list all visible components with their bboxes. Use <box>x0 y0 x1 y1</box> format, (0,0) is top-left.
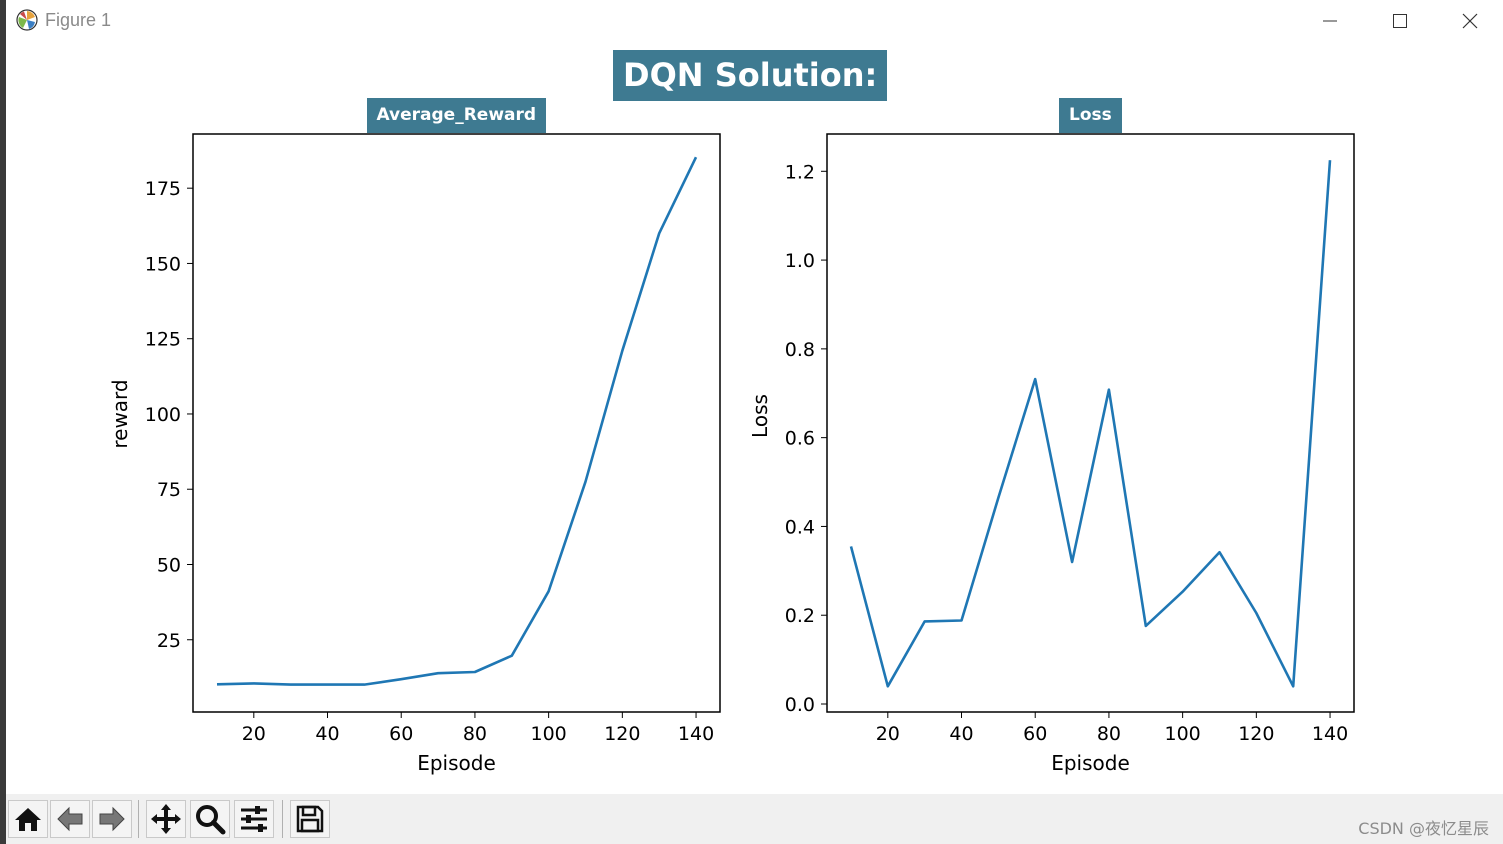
pan-button[interactable] <box>146 800 186 838</box>
configure-subplots-button[interactable] <box>234 800 274 838</box>
subplot-title-loss: Loss <box>1059 98 1122 133</box>
y-tick-label: 25 <box>157 630 181 652</box>
x-tick-label: 40 <box>315 723 339 745</box>
x-tick-label: 100 <box>531 723 567 745</box>
figure-canvas[interactable]: 20 40 60 80 100 120 140 25 50 75 100 125 150 175 Episo… <box>6 42 1503 794</box>
y-tick-label: 0.4 <box>785 516 815 538</box>
y-tick-label: 175 <box>145 178 181 200</box>
x-tick-label: 80 <box>1097 723 1121 745</box>
y-tick-label: 150 <box>145 253 181 275</box>
minimize-icon <box>1323 20 1337 22</box>
series-line-reward <box>216 156 698 686</box>
save-icon <box>296 805 324 833</box>
zoom-icon <box>196 805 226 835</box>
x-tick-label: 40 <box>949 723 973 745</box>
maximize-icon <box>1393 14 1407 28</box>
toolbar-separator <box>282 800 283 838</box>
y-tick-label: 50 <box>157 554 181 576</box>
configure-subplots-icon <box>241 806 267 832</box>
navigation-toolbar: CSDN @夜忆星辰 <box>6 794 1503 844</box>
window-title: Figure 1 <box>45 10 112 30</box>
background-window-strip <box>0 0 6 844</box>
maximize-button[interactable] <box>1377 6 1423 36</box>
back-button[interactable] <box>50 800 90 838</box>
axes-loss: 20 40 60 80 100 120 140 0.0 0.2 0.4 0.6 0.8 1.0 1.2 Ep… <box>748 133 1355 775</box>
x-tick-label: 120 <box>1238 723 1274 745</box>
axes-frame-loss <box>826 133 1355 713</box>
y-tick-label: 1.2 <box>785 161 815 183</box>
save-button[interactable] <box>290 800 330 838</box>
y-tick-label: 0.2 <box>785 605 815 627</box>
plot-canvas: 20 40 60 80 100 120 140 25 50 75 100 125 150 175 Episo… <box>108 133 1355 775</box>
y-tick-label: 0.0 <box>785 694 815 716</box>
home-button[interactable] <box>8 800 48 838</box>
axes-reward: 20 40 60 80 100 120 140 25 50 75 100 125 150 175 Episo… <box>108 133 721 775</box>
x-tick-label: 60 <box>389 723 413 745</box>
watermark-text: CSDN @夜忆星辰 <box>1358 819 1489 838</box>
toolbar-separator <box>138 800 139 838</box>
subplot-title-reward: Average_Reward <box>366 98 547 133</box>
figure-window: Figure 1 20 40 60 80 100 120 140 25 50 75 100 125 15… <box>6 0 1503 844</box>
x-tick-label: 80 <box>463 723 487 745</box>
y-axis-label: reward <box>108 379 132 448</box>
y-tick-label: 75 <box>157 479 181 501</box>
figure-suptitle: DQN Solution: <box>613 50 888 101</box>
back-arrow-icon <box>57 806 83 832</box>
series-line-loss <box>849 160 1332 688</box>
y-tick-label: 0.6 <box>785 428 815 450</box>
close-button[interactable] <box>1447 6 1493 36</box>
y-tick-label: 100 <box>145 404 181 426</box>
x-tick-label: 60 <box>1023 723 1047 745</box>
pan-icon <box>151 804 181 834</box>
x-tick-label: 100 <box>1165 723 1201 745</box>
minimize-button[interactable] <box>1307 6 1353 36</box>
y-tick-label: 125 <box>145 329 181 351</box>
x-axis-label: Episode <box>1051 751 1130 775</box>
zoom-button[interactable] <box>190 800 230 838</box>
x-tick-label: 140 <box>678 723 714 745</box>
forward-button[interactable] <box>92 800 132 838</box>
title-bar: Figure 1 <box>6 0 1503 42</box>
y-tick-label: 1.0 <box>785 250 815 272</box>
x-tick-label: 20 <box>876 723 900 745</box>
x-tick-label: 20 <box>242 723 266 745</box>
home-icon <box>15 808 41 831</box>
x-tick-label: 140 <box>1312 723 1348 745</box>
x-tick-label: 120 <box>604 723 640 745</box>
y-tick-label: 0.8 <box>785 339 815 361</box>
axes-frame-reward <box>192 133 721 713</box>
y-axis-label: Loss <box>748 394 772 438</box>
x-axis-label: Episode <box>417 751 496 775</box>
matplotlib-logo-icon <box>16 9 38 31</box>
forward-arrow-icon <box>99 806 125 832</box>
close-icon <box>1462 13 1478 29</box>
